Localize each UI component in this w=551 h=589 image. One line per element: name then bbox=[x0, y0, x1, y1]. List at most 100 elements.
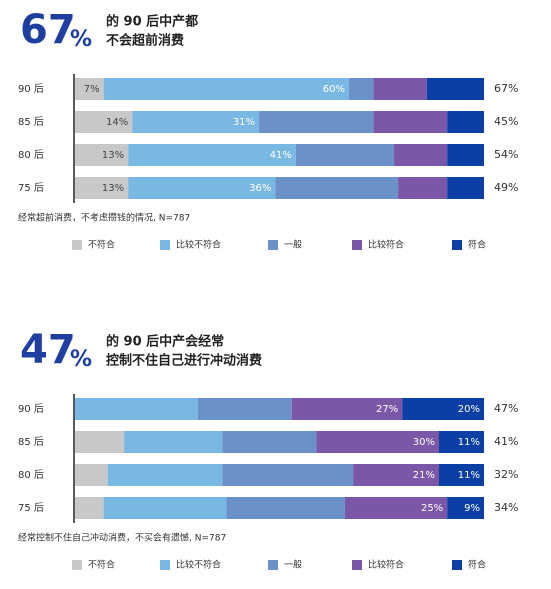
bar-segment bbox=[128, 144, 296, 166]
legend-label: 符合 bbox=[468, 559, 486, 571]
bar-segment bbox=[349, 78, 374, 100]
headline-text: 的 90 后中产会经常 bbox=[106, 334, 224, 350]
bar-segment bbox=[75, 431, 125, 453]
total-label: 34% bbox=[494, 501, 518, 514]
value-label: 11% bbox=[458, 470, 480, 481]
category-label: 75 后 bbox=[18, 182, 44, 194]
legend-swatch bbox=[72, 240, 82, 250]
value-label: 20% bbox=[458, 404, 480, 415]
bar-segment bbox=[197, 398, 292, 420]
headline-unit: % bbox=[70, 27, 92, 52]
bar-segment bbox=[447, 111, 484, 133]
total-label: 32% bbox=[494, 468, 518, 481]
note: 经常控制不住自己冲动消费，不买会有遗憾, N=787 bbox=[18, 532, 226, 544]
bar-segment bbox=[132, 111, 260, 133]
total-label: 54% bbox=[494, 148, 518, 161]
legend-swatch bbox=[352, 240, 362, 250]
bar-segment bbox=[124, 431, 223, 453]
category-label: 75 后 bbox=[18, 502, 44, 514]
value-label: 36% bbox=[249, 183, 271, 194]
value-label: 11% bbox=[458, 437, 480, 448]
bar-segment bbox=[128, 177, 276, 199]
bar-segment bbox=[75, 464, 108, 486]
bar-segment bbox=[447, 144, 484, 166]
total-label: 47% bbox=[494, 402, 518, 415]
value-label: 21% bbox=[413, 470, 435, 481]
category-label: 90 后 bbox=[18, 83, 44, 95]
bar-segment bbox=[275, 177, 399, 199]
bar-segment bbox=[316, 431, 440, 453]
legend-swatch bbox=[160, 240, 170, 250]
legend-swatch bbox=[268, 240, 278, 250]
headline-number: 47 bbox=[20, 327, 76, 373]
value-label: 60% bbox=[323, 84, 345, 95]
bar-segment bbox=[75, 497, 104, 519]
value-label: 27% bbox=[376, 404, 398, 415]
bar-segment bbox=[344, 497, 448, 519]
value-label: 9% bbox=[464, 503, 480, 514]
bar-segment bbox=[439, 431, 484, 453]
legend-swatch bbox=[352, 560, 362, 570]
bar-segment bbox=[398, 177, 448, 199]
total-label: 45% bbox=[494, 115, 518, 128]
bar-segment bbox=[75, 177, 129, 199]
legend-label: 比较不符合 bbox=[176, 559, 221, 571]
legend-label: 一般 bbox=[284, 239, 302, 251]
bar-segment bbox=[373, 78, 427, 100]
bar-segment bbox=[295, 144, 395, 166]
bar-segment bbox=[222, 464, 354, 486]
value-label: 25% bbox=[421, 503, 443, 514]
note: 经常超前消费，不考虑攒钱的情况, N=787 bbox=[18, 212, 190, 224]
bar-segment bbox=[402, 398, 484, 420]
legend-label: 一般 bbox=[284, 559, 302, 571]
bar-segment bbox=[75, 78, 104, 100]
value-label: 30% bbox=[413, 437, 435, 448]
bar-segment bbox=[373, 111, 448, 133]
total-label: 49% bbox=[494, 181, 518, 194]
bar-segment bbox=[75, 111, 133, 133]
headline-text: 控制不住自己进行冲动消费 bbox=[106, 353, 262, 369]
value-label: 41% bbox=[270, 150, 292, 161]
legend-label: 不符合 bbox=[88, 239, 115, 251]
category-label: 85 后 bbox=[18, 436, 44, 448]
category-label: 90 后 bbox=[18, 403, 44, 415]
bar-segment bbox=[447, 177, 484, 199]
legend-label: 比较符合 bbox=[368, 239, 404, 251]
total-label: 41% bbox=[494, 435, 518, 448]
value-label: 7% bbox=[84, 84, 100, 95]
bar-segment bbox=[353, 464, 440, 486]
category-label: 80 后 bbox=[18, 149, 44, 161]
value-label: 13% bbox=[102, 183, 124, 194]
legend-swatch bbox=[452, 240, 462, 250]
value-label: 13% bbox=[102, 150, 124, 161]
total-label: 67% bbox=[494, 82, 518, 95]
legend-swatch bbox=[160, 560, 170, 570]
headline-number: 67 bbox=[20, 7, 76, 53]
bar-segment bbox=[259, 111, 374, 133]
legend-label: 比较不符合 bbox=[176, 239, 221, 251]
legend-swatch bbox=[268, 560, 278, 570]
bar-segment bbox=[394, 144, 448, 166]
bar-segment bbox=[107, 464, 223, 486]
bar-segment bbox=[222, 431, 317, 453]
bar-segment bbox=[75, 144, 129, 166]
bar-segment bbox=[226, 497, 345, 519]
bar-segment bbox=[439, 464, 484, 486]
bar-segment bbox=[426, 78, 484, 100]
bar-segment bbox=[103, 497, 227, 519]
legend-label: 比较符合 bbox=[368, 559, 404, 571]
category-label: 80 后 bbox=[18, 469, 44, 481]
category-label: 85 后 bbox=[18, 116, 44, 128]
legend-label: 不符合 bbox=[88, 559, 115, 571]
bar-segment bbox=[291, 398, 403, 420]
bar-segment bbox=[103, 78, 350, 100]
headline-unit: % bbox=[70, 347, 92, 372]
legend-swatch bbox=[72, 560, 82, 570]
headline-text: 不会超前消费 bbox=[106, 33, 184, 49]
legend-swatch bbox=[452, 560, 462, 570]
bar-segment bbox=[75, 398, 198, 420]
value-label: 31% bbox=[233, 117, 255, 128]
headline-text: 的 90 后中产都 bbox=[106, 14, 198, 30]
bar-segment bbox=[447, 497, 484, 519]
